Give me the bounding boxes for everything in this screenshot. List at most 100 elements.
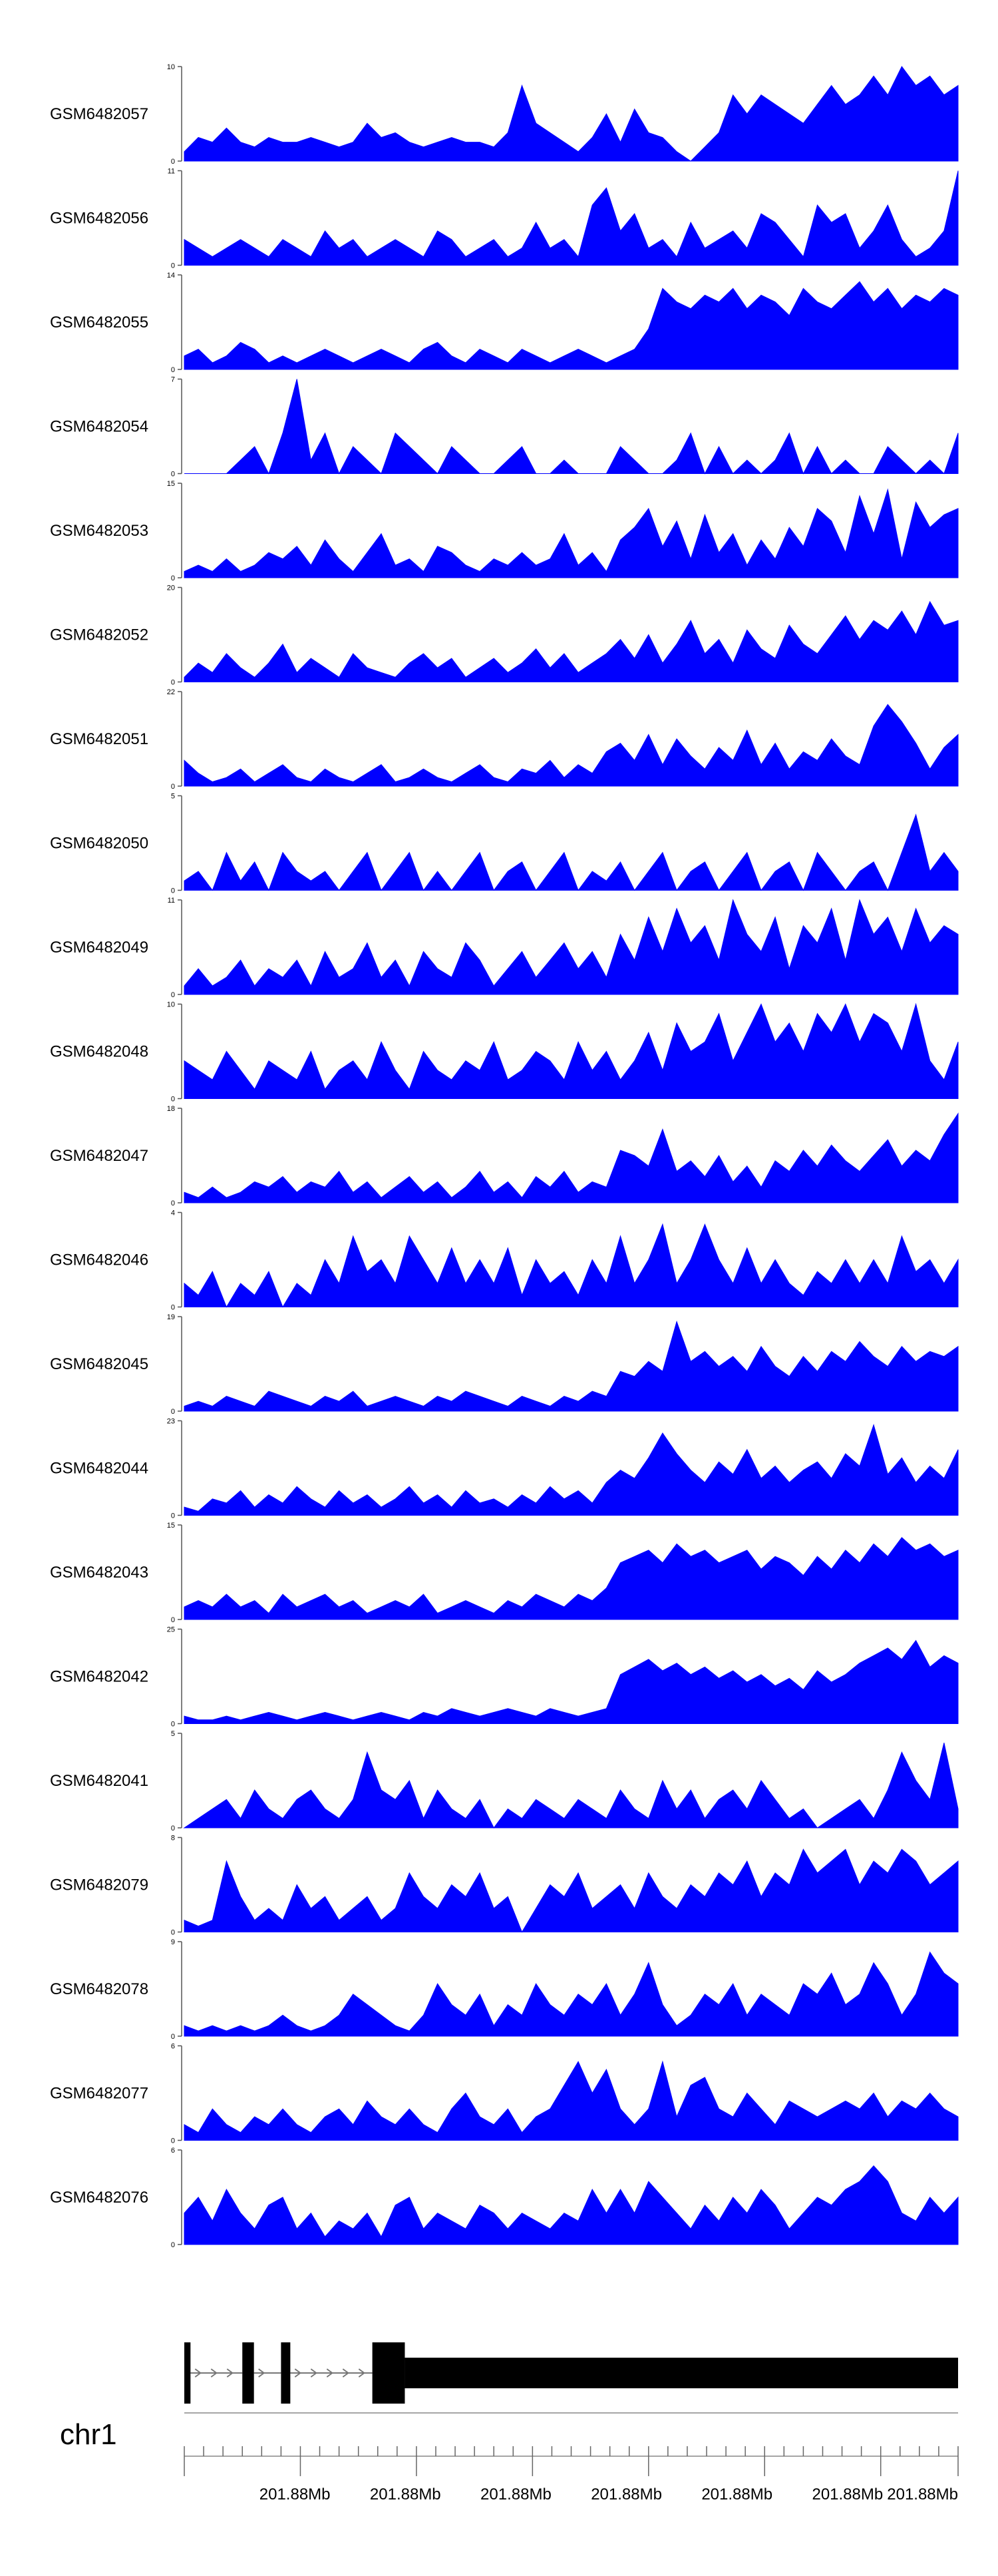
exon-block <box>405 2358 958 2388</box>
track-label: GSM6482054 <box>50 418 148 436</box>
track-label: GSM6482050 <box>50 835 148 853</box>
y-tick-label-min: 0 <box>171 991 175 999</box>
signal-area <box>184 1223 959 1308</box>
signal-area <box>184 1002 959 1099</box>
y-tick-label-min: 0 <box>171 1616 175 1624</box>
strand-arrow <box>342 2368 349 2378</box>
y-tick-label-max: 6 <box>171 2043 175 2051</box>
x-tick-label: 201.88Mb <box>701 2485 772 2503</box>
y-tick-label-max: 11 <box>168 897 175 905</box>
y-tick-label-max: 25 <box>167 1626 175 1634</box>
strand-arrow <box>258 2368 265 2378</box>
signal-area <box>183 1743 959 1828</box>
y-tick-label-min: 0 <box>171 262 175 270</box>
track-GSM6482056: GSM6482056 11 0 <box>50 168 959 270</box>
y-tick-label-max: 18 <box>167 1105 175 1113</box>
signal-area <box>184 813 959 891</box>
signal-area <box>184 1112 959 1203</box>
signal-area <box>184 1537 959 1620</box>
track-label: GSM6482049 <box>50 939 148 957</box>
signal-area <box>184 1639 959 1724</box>
track-GSM6482050: GSM6482050 5 0 <box>50 793 959 895</box>
y-tick-label-min: 0 <box>171 1929 175 1937</box>
y-tick-label-min: 0 <box>171 679 175 687</box>
strand-arrow <box>194 2368 202 2378</box>
exon-block <box>242 2342 254 2404</box>
strand-arrow <box>326 2368 333 2378</box>
track-GSM6482048: GSM6482048 10 0 <box>50 1001 959 1104</box>
track-label: GSM6482043 <box>50 1564 148 1582</box>
strand-arrow <box>310 2368 317 2378</box>
signal-area <box>184 66 959 162</box>
track-GSM6482053: GSM6482053 15 0 <box>50 480 959 582</box>
y-tick-label-max: 22 <box>167 688 175 696</box>
y-tick-label-max: 15 <box>167 480 175 488</box>
exon-block <box>184 2342 191 2404</box>
y-tick-label-min: 0 <box>171 2033 175 2041</box>
track-label: GSM6482078 <box>50 1980 148 1998</box>
x-tick-label: 201.88Mb <box>259 2485 331 2503</box>
y-tick-label-max: 6 <box>171 2147 175 2155</box>
y-tick-label-min: 0 <box>171 366 175 374</box>
track-GSM6482076: GSM6482076 6 0 <box>50 2147 959 2249</box>
track-label: GSM6482041 <box>50 1772 148 1790</box>
exon-block <box>372 2342 405 2404</box>
strand-arrow <box>294 2368 301 2378</box>
track-label: GSM6482047 <box>50 1147 148 1165</box>
track-GSM6482044: GSM6482044 23 0 <box>50 1418 959 1520</box>
signal-area <box>184 281 959 370</box>
x-tick-label: 201.88Mb <box>480 2485 552 2503</box>
track-label: GSM6482046 <box>50 1251 148 1269</box>
y-tick-label-max: 5 <box>171 1730 175 1738</box>
genome-axis: chr1 201.88Mb 201.88Mb 201.88Mb 201.88Mb 201… <box>60 2412 959 2503</box>
signal-area <box>184 899 959 995</box>
signal-area <box>184 1848 959 1933</box>
y-tick-label-max: 9 <box>171 1938 175 1946</box>
x-tick-label: 201.88Mb <box>370 2485 441 2503</box>
signal-area <box>184 1320 959 1412</box>
signal-area <box>184 488 959 578</box>
y-tick-label-min: 0 <box>171 1304 175 1312</box>
x-tick-label: 201.88Mb <box>887 2485 958 2503</box>
y-tick-label-max: 7 <box>171 376 175 384</box>
strand-arrow <box>358 2368 365 2378</box>
y-tick-label-min: 0 <box>171 1825 175 1832</box>
track-label: GSM6482042 <box>50 1668 148 1686</box>
y-tick-label-max: 23 <box>167 1418 175 1426</box>
track-label: GSM6482053 <box>50 522 148 540</box>
track-GSM6482045: GSM6482045 19 0 <box>50 1313 959 1416</box>
track-GSM6482046: GSM6482046 4 0 <box>50 1209 959 1312</box>
track-GSM6482042: GSM6482042 25 0 <box>50 1626 959 1729</box>
track-GSM6482054: GSM6482054 7 0 <box>50 376 959 479</box>
y-tick-label-min: 0 <box>171 2241 175 2249</box>
y-tick-label-max: 4 <box>171 1209 175 1217</box>
gene-model <box>184 2342 958 2404</box>
track-label: GSM6482077 <box>50 2085 148 2103</box>
strand-arrow <box>210 2368 218 2378</box>
y-tick-label-max: 15 <box>167 1522 175 1530</box>
signal-area <box>184 2165 959 2245</box>
x-tick-label: 201.88Mb <box>812 2485 883 2503</box>
signal-area <box>184 1424 959 1516</box>
track-GSM6482041: GSM6482041 5 0 <box>50 1730 959 1832</box>
signal-area <box>184 379 959 475</box>
y-tick-label-max: 11 <box>168 168 175 176</box>
exon-block <box>281 2342 291 2404</box>
track-label: GSM6482055 <box>50 314 148 331</box>
track-GSM6482055: GSM6482055 14 0 <box>50 272 959 374</box>
track-GSM6482047: GSM6482047 18 0 <box>50 1105 959 1207</box>
y-tick-label-min: 0 <box>171 1721 175 1729</box>
track-GSM6482079: GSM6482079 8 0 <box>50 1834 959 1937</box>
track-GSM6482051: GSM6482051 22 0 <box>50 688 959 791</box>
track-label: GSM6482052 <box>50 626 148 644</box>
y-tick-label-min: 0 <box>171 1096 175 1104</box>
y-tick-label-max: 5 <box>171 793 175 801</box>
signal-area <box>184 1951 959 2037</box>
strand-arrow <box>226 2368 234 2378</box>
signal-tracks: GSM6482057100GSM6482056110GSM6482055140G… <box>50 63 959 2249</box>
track-GSM6482043: GSM6482043 15 0 <box>50 1522 959 1624</box>
signal-area <box>184 2060 959 2141</box>
track-label: GSM6482045 <box>50 1355 148 1373</box>
y-tick-label-max: 10 <box>167 63 175 71</box>
track-GSM6482057: GSM6482057 10 0 <box>50 63 959 166</box>
